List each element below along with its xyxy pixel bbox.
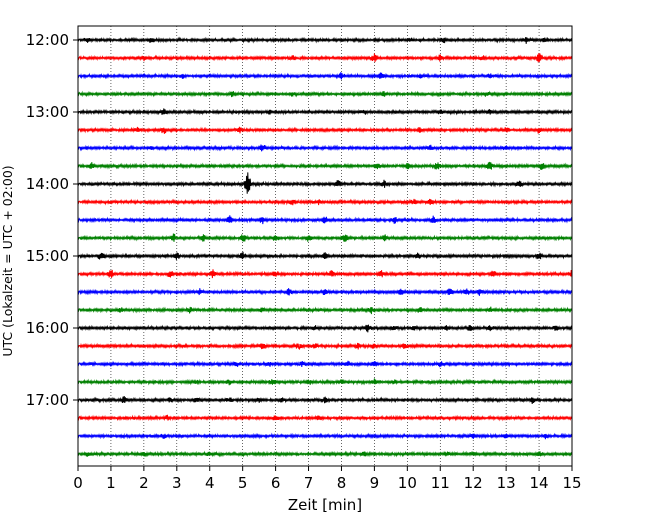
x-tick-label: 0 <box>73 474 83 492</box>
x-tick-label: 15 <box>562 474 581 492</box>
x-tick-label: 5 <box>238 474 248 492</box>
x-tick-label: 11 <box>431 474 450 492</box>
y-tick-label: 15:00 <box>26 247 69 265</box>
x-tick-label: 8 <box>337 474 347 492</box>
y-tick-label: 12:00 <box>26 31 69 49</box>
trace-1645 <box>77 378 573 386</box>
x-tick-label: 3 <box>172 474 182 492</box>
trace-1215 <box>77 53 573 63</box>
y-tick-label: 13:00 <box>26 103 69 121</box>
trace-1730 <box>77 432 573 440</box>
trace-1630 <box>77 360 573 368</box>
trace-1430 <box>77 215 573 225</box>
trace-1545 <box>77 306 573 315</box>
trace-1230 <box>77 72 573 80</box>
x-tick-label: 9 <box>370 474 380 492</box>
x-axis-label: Zeit [min] <box>288 496 362 514</box>
x-tick-label: 10 <box>398 474 417 492</box>
trace-1700 <box>77 395 573 405</box>
trace-1300 <box>77 108 573 116</box>
trace-1715 <box>77 414 573 422</box>
x-tick-label: 12 <box>464 474 483 492</box>
x-tick-label: 4 <box>205 474 215 492</box>
trace-1745 <box>77 450 573 458</box>
trace-1315 <box>77 126 573 134</box>
trace-1600 <box>77 324 573 333</box>
x-tick-label: 13 <box>497 474 516 492</box>
trace-1200 <box>77 36 573 44</box>
x-tick-label: 14 <box>530 474 549 492</box>
y-tick-label: 16:00 <box>26 319 69 337</box>
trace-1245 <box>77 90 573 98</box>
trace-1615 <box>77 342 573 351</box>
vertical-grid-lines <box>110 26 540 466</box>
y-tick-label: 14:00 <box>26 175 69 193</box>
plot-frame <box>77 25 573 467</box>
trace-1515 <box>77 269 573 279</box>
x-tick-label: 2 <box>139 474 149 492</box>
trace-1530 <box>77 288 573 296</box>
x-tick-label: 7 <box>304 474 314 492</box>
y-axis-ticks: 12:00 13:00 14:00 15:00 16:00 17:00 <box>26 31 78 409</box>
x-axis-ticks: 0 1 2 3 4 5 6 7 8 9 10 11 12 13 14 15 <box>73 466 582 492</box>
trace-1445 <box>77 233 573 242</box>
x-tick-label: 1 <box>106 474 116 492</box>
trace-1500 <box>77 251 573 260</box>
x-tick-label: 6 <box>271 474 281 492</box>
seismic-traces <box>77 36 573 458</box>
trace-1330 <box>77 144 573 152</box>
y-tick-label: 17:00 <box>26 391 69 409</box>
trace-1400 <box>77 172 573 194</box>
trace-1415 <box>77 198 573 206</box>
y-axis-label: UTC (Lokalzeit = UTC + 02:00) <box>0 165 15 356</box>
trace-1345 <box>77 161 573 170</box>
